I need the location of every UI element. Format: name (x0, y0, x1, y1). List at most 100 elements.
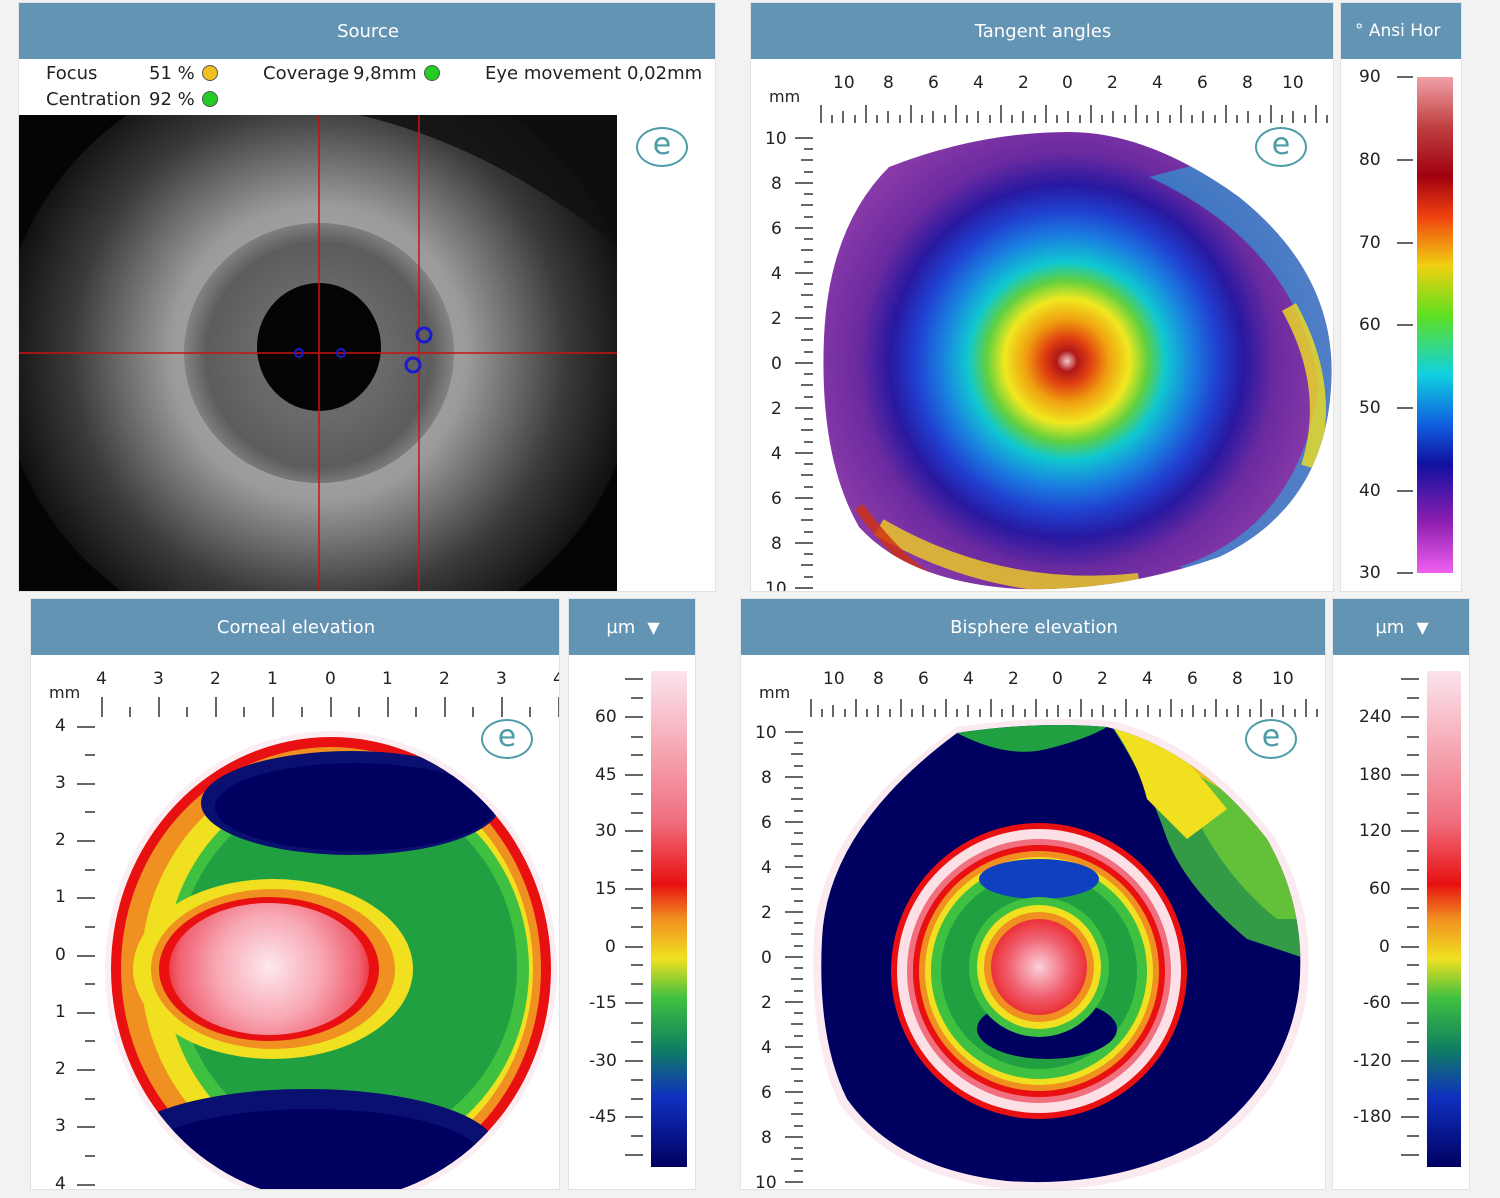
bisphere-x-tick: 4 (1142, 669, 1153, 689)
tangent-unit-dropdown[interactable]: ° Ansi Hor (1341, 3, 1461, 59)
corneal-x-tick: 4 (96, 669, 107, 689)
tangent-y-tick: 10 (765, 129, 787, 149)
tangent-y-tick: 4 (771, 264, 782, 284)
corneal-x-tick: 4 (553, 669, 559, 689)
tangent-mm-label: mm (769, 87, 801, 106)
bisphere-x-tick: 8 (1232, 669, 1243, 689)
bisphere-x-tick: 2 (1097, 669, 1108, 689)
bisphere-y-tick: 8 (761, 1128, 772, 1148)
bisphere-scale-tick: 60 (1369, 879, 1391, 899)
tangent-x-tick: 8 (1242, 73, 1253, 93)
centration-value: 92 % (149, 89, 195, 110)
corneal-x-tick: 1 (382, 669, 393, 689)
bisphere-y-tick: 2 (761, 993, 772, 1013)
tangent-scale-tick: 60 (1359, 315, 1381, 335)
tangent-angles-map (823, 132, 1332, 590)
focus-label: Focus (46, 63, 98, 84)
bisphere-panel: Bisphere elevation mm 10 8 6 4 2 0 2 4 6… (740, 598, 1326, 1190)
corneal-x-tick: 1 (267, 669, 278, 689)
bisphere-x-tick: 4 (963, 669, 974, 689)
tangent-x-tick: 6 (1197, 73, 1208, 93)
limbus-marker (415, 326, 433, 344)
eye-movement-value: 0,02mm (627, 63, 703, 84)
corneal-y-tick: 3 (55, 773, 66, 793)
bisphere-y-tick: 0 (761, 948, 772, 968)
tangent-scale-tick: 90 (1359, 67, 1381, 87)
tangent-scale-panel: ° Ansi Hor 90 80 70 60 50 40 30 (1340, 2, 1462, 592)
tangent-y-ruler (795, 137, 813, 589)
corneal-y-tick: 1 (55, 1002, 66, 1022)
bisphere-y-tick: 6 (761, 813, 772, 833)
bisphere-unit-label: µm (1375, 616, 1405, 638)
corneal-y-tick: 4 (55, 716, 66, 736)
tangent-scale-tick: 80 (1359, 150, 1381, 170)
corneal-mm-label: mm (49, 683, 81, 702)
corneal-x-tick: 3 (153, 669, 164, 689)
tangent-x-tick: 2 (1107, 73, 1118, 93)
bisphere-scale-panel: µm ▼ 240 180 120 60 0 -60 -120 -180 (1332, 598, 1470, 1190)
corneal-scale-tick: 15 (595, 879, 617, 899)
corneal-y-ruler (77, 726, 95, 1186)
bisphere-y-tick: 4 (761, 858, 772, 878)
tangent-x-tick: 4 (973, 73, 984, 93)
bisphere-scale-tick: 0 (1379, 937, 1390, 957)
bisphere-scale-tick: -120 (1353, 1051, 1392, 1071)
corneal-scale-tick: -30 (589, 1051, 617, 1071)
corneal-y-tick: 0 (55, 945, 66, 965)
bisphere-y-tick: 10 (755, 1173, 777, 1190)
limbus-marker (404, 356, 422, 374)
tangent-color-scale (1397, 76, 1453, 574)
bisphere-x-ruler (810, 699, 1318, 717)
centration-status-indicator (202, 91, 218, 107)
source-header: Source (19, 3, 715, 59)
bisphere-unit-dropdown[interactable]: µm ▼ (1333, 599, 1469, 655)
e-logo-icon: e (636, 127, 688, 167)
centration-label: Centration (46, 89, 142, 110)
focus-status-indicator (202, 65, 218, 81)
eye-movement-label: Eye movement (485, 63, 622, 84)
source-panel: Source Focus 51 % Coverage 9,8mm Eye mov… (18, 2, 716, 592)
bisphere-x-tick: 6 (1187, 669, 1198, 689)
bisphere-x-tick: 8 (873, 669, 884, 689)
corneal-x-tick: 2 (439, 669, 450, 689)
bisphere-x-tick: 0 (1052, 669, 1063, 689)
corneal-y-tick: 3 (55, 1116, 66, 1136)
tangent-panel: Tangent angles mm 10 8 6 4 2 0 2 4 6 8 1… (750, 2, 1334, 592)
tangent-y-tick: 8 (771, 534, 782, 554)
corneal-scale-tick: -15 (589, 993, 617, 1013)
tangent-y-tick: 4 (771, 444, 782, 464)
bisphere-y-tick: 10 (755, 723, 777, 743)
bisphere-y-tick: 8 (761, 768, 772, 788)
corneal-scale-tick: 0 (605, 937, 616, 957)
tangent-y-tick: 6 (771, 489, 782, 509)
tangent-scale-tick: 70 (1359, 233, 1381, 253)
tangent-x-tick: 0 (1062, 73, 1073, 93)
corneal-elevation-map (105, 731, 557, 1189)
tangent-x-tick: 10 (833, 73, 855, 93)
bisphere-y-ruler (785, 731, 803, 1183)
e-logo-icon: e (1245, 719, 1297, 759)
tangent-title: Tangent angles (974, 20, 1112, 42)
bisphere-x-tick: 6 (918, 669, 929, 689)
source-title: Source (337, 20, 399, 42)
bisphere-color-scale (1401, 671, 1461, 1167)
bisphere-y-tick: 4 (761, 1038, 772, 1058)
tangent-x-tick: 2 (1018, 73, 1029, 93)
tangent-x-ruler (820, 105, 1328, 123)
bisphere-scale-tick: 180 (1359, 765, 1392, 785)
focus-value: 51 % (149, 63, 195, 84)
corneal-unit-dropdown[interactable]: µm ▼ (569, 599, 695, 655)
corneal-scale-tick: 30 (595, 821, 617, 841)
reflection-marker (294, 348, 304, 358)
tangent-y-tick: 8 (771, 174, 782, 194)
corneal-panel: Corneal elevation mm 4 3 2 1 0 1 2 3 4 4… (30, 598, 560, 1190)
tangent-y-tick: 6 (771, 219, 782, 239)
corneal-scale-panel: µm ▼ 60 45 30 15 0 -15 -30 -45 (568, 598, 696, 1190)
tangent-scale-tick: 50 (1359, 398, 1381, 418)
tangent-x-tick: 8 (883, 73, 894, 93)
tangent-unit-label: ° Ansi Hor (1355, 21, 1441, 41)
e-logo-icon: e (481, 719, 533, 759)
bisphere-title: Bisphere elevation (950, 616, 1118, 638)
tangent-scale-tick: 40 (1359, 481, 1381, 501)
tangent-y-tick: 0 (771, 354, 782, 374)
